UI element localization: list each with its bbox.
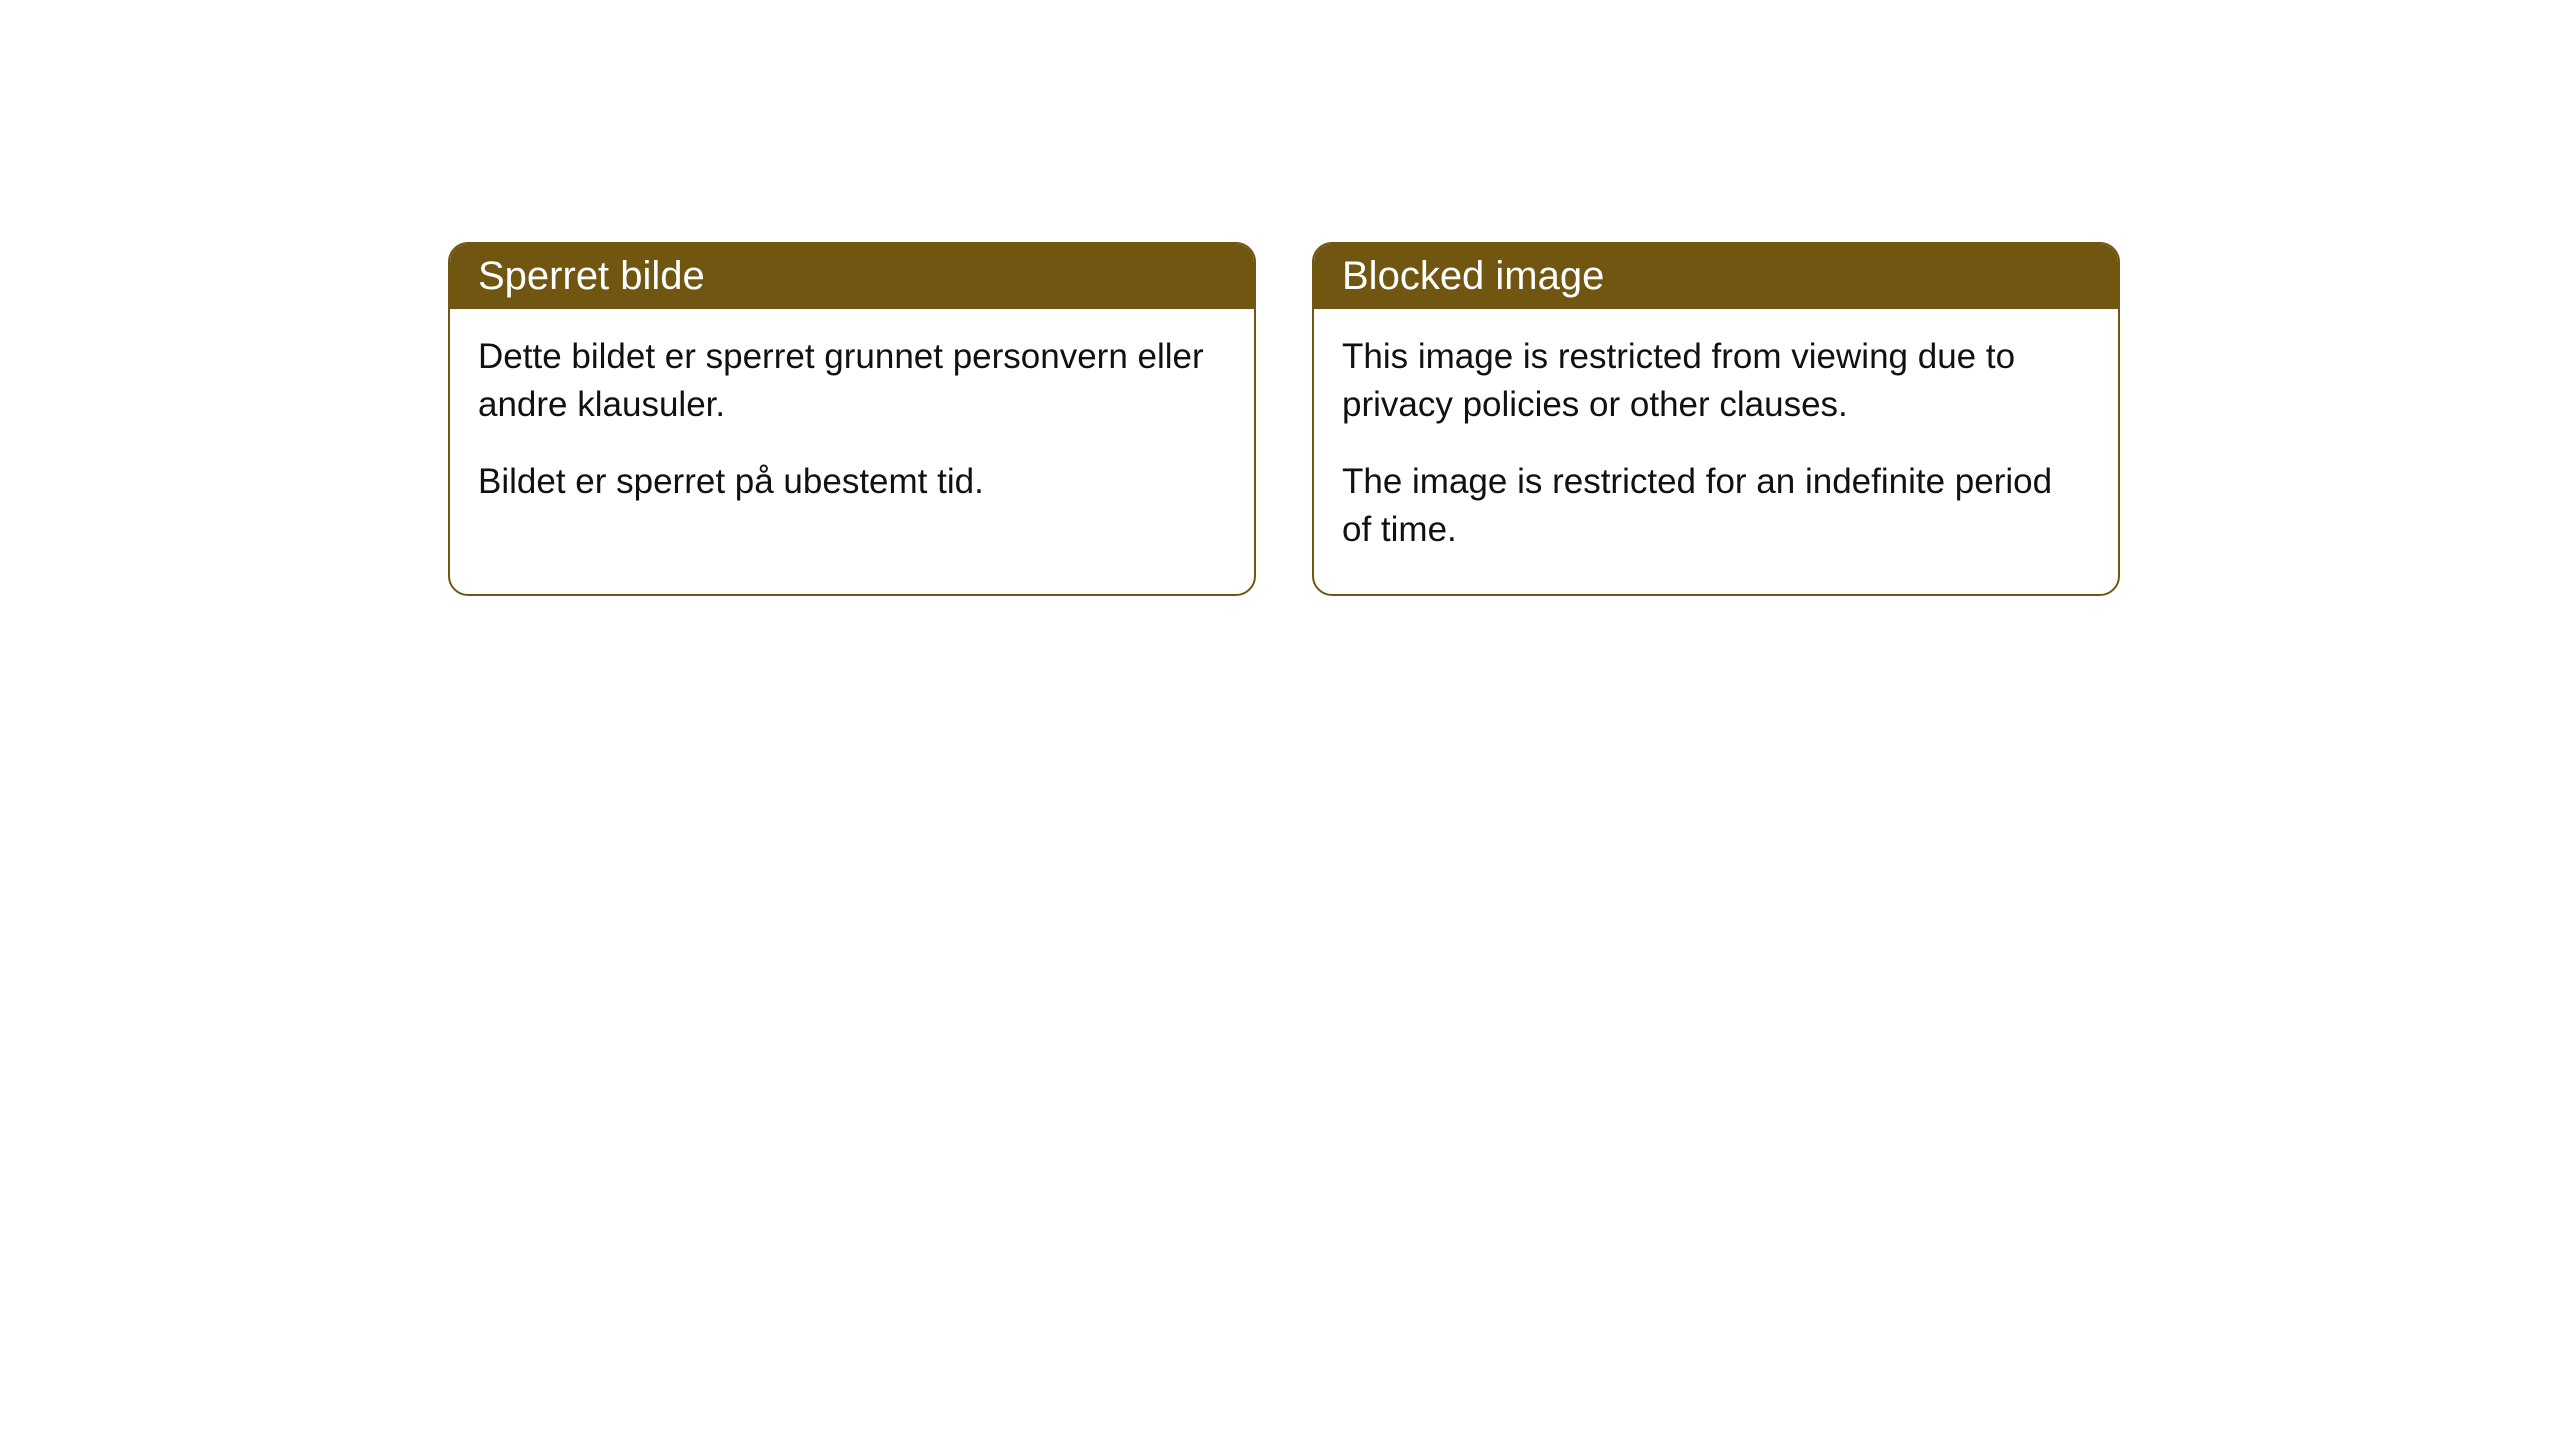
card-title: Blocked image [1314,244,2118,309]
card-title: Sperret bilde [450,244,1254,309]
blocked-image-card-norwegian: Sperret bilde Dette bildet er sperret gr… [448,242,1256,596]
card-body: Dette bildet er sperret grunnet personve… [450,309,1254,546]
card-paragraph: The image is restricted for an indefinit… [1342,458,2090,555]
notice-cards-container: Sperret bilde Dette bildet er sperret gr… [448,242,2120,596]
blocked-image-card-english: Blocked image This image is restricted f… [1312,242,2120,596]
card-paragraph: Dette bildet er sperret grunnet personve… [478,333,1226,430]
card-paragraph: Bildet er sperret på ubestemt tid. [478,458,1226,506]
card-body: This image is restricted from viewing du… [1314,309,2118,594]
card-paragraph: This image is restricted from viewing du… [1342,333,2090,430]
